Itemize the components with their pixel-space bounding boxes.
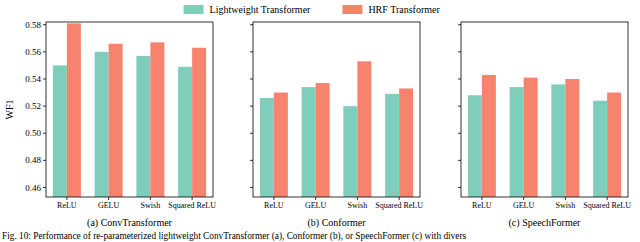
bar xyxy=(53,65,67,197)
x-tick xyxy=(607,197,608,200)
bar xyxy=(510,87,524,197)
y-tick-label: 0.54 xyxy=(25,74,41,84)
bar xyxy=(274,93,288,197)
x-tick-label: Swish xyxy=(556,201,576,210)
bar xyxy=(260,98,274,197)
y-tick xyxy=(250,160,253,161)
bar xyxy=(357,61,371,197)
bars xyxy=(260,61,413,197)
legend-swatch xyxy=(342,5,362,14)
bar xyxy=(343,106,357,197)
y-tick-label: 0.46 xyxy=(25,183,41,193)
y-tick xyxy=(250,187,253,188)
bar xyxy=(482,75,496,197)
bars xyxy=(468,75,621,197)
y-tick xyxy=(458,106,461,107)
x-tick xyxy=(150,197,151,200)
bar xyxy=(593,101,607,197)
bar xyxy=(607,93,621,197)
x-tick-label: ReLU xyxy=(472,201,492,210)
y-tick-label: 0.48 xyxy=(25,155,41,165)
y-tick-label: 0.50 xyxy=(25,128,41,138)
y-tick xyxy=(458,78,461,79)
bar xyxy=(524,78,538,197)
bar xyxy=(468,95,482,197)
x-tick xyxy=(192,197,193,200)
frame xyxy=(46,22,213,197)
y-tick-label: 0.52 xyxy=(25,101,41,111)
y-tick xyxy=(250,133,253,134)
x-tick-label: GELU xyxy=(513,201,535,210)
y-tick xyxy=(43,106,46,107)
caption: Fig. 10: Performance of re-parameterized… xyxy=(2,231,466,242)
y-axis-label: WF1 xyxy=(4,100,15,120)
y-tick xyxy=(43,187,46,188)
bar xyxy=(109,44,123,197)
y-tick-label: 0.58 xyxy=(25,20,41,30)
y-tick xyxy=(250,106,253,107)
y-tick xyxy=(458,133,461,134)
y-tick-label: 0.56 xyxy=(25,47,41,57)
bar xyxy=(316,83,330,197)
x-tick-label: ReLU xyxy=(57,201,77,210)
panel-title: (c) SpeechFormer xyxy=(509,217,582,229)
bar xyxy=(67,23,81,197)
bars xyxy=(53,23,206,197)
bar xyxy=(565,79,579,197)
bar xyxy=(551,84,565,197)
legend-label: Lightweight Transformer xyxy=(210,4,311,15)
panel-title: (b) Conformer xyxy=(307,217,366,229)
x-tick-label: Swish xyxy=(348,201,368,210)
legend: Lightweight Transformer HRF Transformer xyxy=(184,4,441,15)
x-tick-label: Squared ReLU xyxy=(168,201,216,210)
y-tick xyxy=(43,78,46,79)
y-tick xyxy=(43,133,46,134)
x-tick xyxy=(273,197,274,200)
x-tick xyxy=(66,197,67,200)
bar xyxy=(150,42,164,197)
x-tick xyxy=(523,197,524,200)
x-tick xyxy=(357,197,358,200)
bar xyxy=(192,48,206,197)
x-tick xyxy=(481,197,482,200)
x-tick-label: GELU xyxy=(305,201,327,210)
y-tick xyxy=(43,24,46,25)
x-tick xyxy=(315,197,316,200)
bar xyxy=(136,56,150,197)
y-tick xyxy=(250,51,253,52)
bar xyxy=(178,67,192,197)
panel: ReLU GELU Swish Squared ReLU (b) Conformer xyxy=(250,22,423,229)
y-tick xyxy=(250,24,253,25)
frame xyxy=(461,22,628,197)
y-tick xyxy=(458,160,461,161)
bar xyxy=(399,88,413,197)
x-tick-label: Squared ReLU xyxy=(583,201,631,210)
y-tick xyxy=(458,187,461,188)
legend-label: HRF Transformer xyxy=(368,4,440,15)
x-tick xyxy=(108,197,109,200)
panel: ReLU GELU Swish Squared ReLU(c) SpeechForme… xyxy=(458,22,631,229)
y-tick xyxy=(43,160,46,161)
x-tick-label: Squared ReLU xyxy=(375,201,423,210)
y-tick xyxy=(458,51,461,52)
x-tick-label: Swish xyxy=(141,201,161,210)
x-tick xyxy=(565,197,566,200)
figure: 0.46 0.48 0.50 0.52 0.54 0.56 0.58 ReLU GELU Swis… xyxy=(0,0,640,242)
y-tick xyxy=(43,51,46,52)
x-tick-label: ReLU xyxy=(264,201,284,210)
x-tick-label: GELU xyxy=(98,201,120,210)
bar xyxy=(302,87,316,197)
y-tick xyxy=(250,78,253,79)
bar xyxy=(95,52,109,197)
frame xyxy=(253,22,420,197)
panel-title: (a) ConvTransformer xyxy=(87,217,173,229)
panel: 0.46 0.48 0.50 0.52 0.54 0.56 0.58 ReLU GELU Swis… xyxy=(4,20,216,229)
legend-swatch xyxy=(184,5,204,14)
bar xyxy=(385,94,399,197)
x-tick xyxy=(399,197,400,200)
y-tick xyxy=(458,24,461,25)
